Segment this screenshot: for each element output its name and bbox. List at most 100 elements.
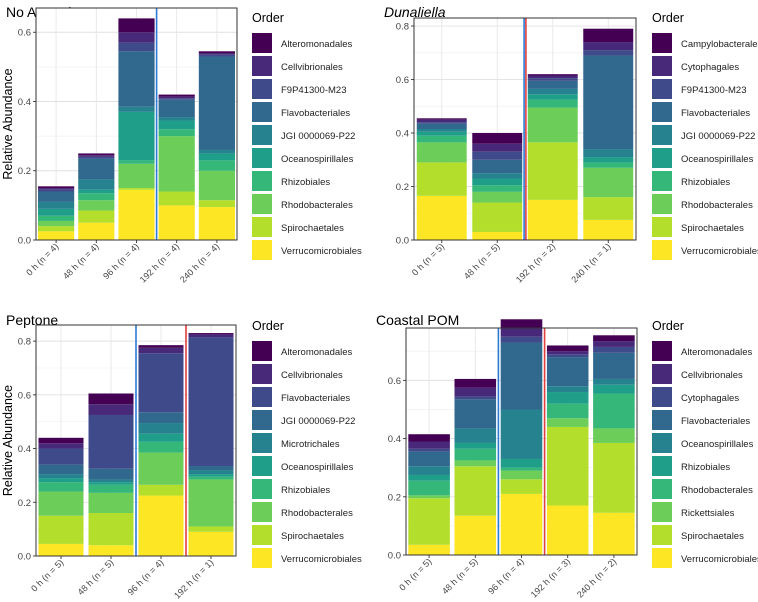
legend-label: Rhizobiales <box>681 177 730 188</box>
legend-title: Order <box>252 319 284 333</box>
bar-segment-f9p41300-m23 <box>118 42 155 52</box>
x-tick-label: 192 h (n = 3) <box>529 556 572 599</box>
legend-label: Spirochaetales <box>681 223 744 234</box>
bar-segment-verrucomicrobiales <box>408 544 450 555</box>
legend-label: Cellvibrionales <box>281 370 343 381</box>
bar-segment-jgi-0000069-p22 <box>472 173 523 179</box>
bar-segment-jgi-0000069-p22 <box>198 149 235 154</box>
bar-segment-flavobacteriales <box>593 352 635 379</box>
legend-swatch <box>252 341 272 361</box>
bar-segment-rhizobiales <box>454 442 497 449</box>
bar-segment-rickettsiales <box>500 470 543 480</box>
bar-segment-cellvibrionales <box>118 32 155 43</box>
y-tick-label: 0.8 <box>18 337 31 348</box>
bar-segment-cytophagales <box>472 143 523 152</box>
legend-label: Microtrichales <box>281 439 340 450</box>
legend-swatch <box>652 548 672 568</box>
bar-segment-microtrichales <box>188 470 234 475</box>
bar-segment-rhodobacterales <box>546 403 589 419</box>
bar-segment-rhizobiales <box>158 129 195 137</box>
legend-label: Alteromonadales <box>281 347 353 358</box>
plot-border <box>413 17 637 241</box>
bar-segment-rhodobacterales <box>88 492 134 514</box>
bar-segment-cellvibrionales <box>198 53 235 55</box>
bar-segment-flavobacteriales <box>583 55 634 150</box>
bar-segment-spirochaetales <box>138 484 184 496</box>
bar-segment-rhodobacterales <box>454 448 497 461</box>
bar-segment-cellvibrionales <box>38 188 75 190</box>
legend-label: Verrucomicrobiales <box>281 554 362 565</box>
legend-swatch <box>252 502 272 522</box>
legend: Order Alteromonadales Cellvibrionales Flavo… <box>252 319 362 568</box>
bar-segment-alteromonadales <box>88 393 134 405</box>
bar-segment-f9p41300-m23 <box>78 156 115 159</box>
legend-label: Alteromonadales <box>281 39 353 50</box>
bar-segment-rhizobiales <box>38 215 75 221</box>
bar-segment-verrucomicrobiales <box>188 531 234 556</box>
bar-segment-jgi-0000069-p22 <box>118 106 155 112</box>
legend-label: Verrucomicrobiales <box>681 246 758 257</box>
bar-segment-cytophagales <box>454 396 497 400</box>
bar-segment-flavobacteriales <box>408 451 450 467</box>
bar-segment-flavobacteriales <box>158 99 195 118</box>
panel-coastal-pom: Coastal POM 0.0 0.2 0.4 0.6 0 h (n = 5) 48 h (… <box>376 312 758 600</box>
bar-segment-cellvibrionales <box>158 96 195 99</box>
bar-segment-rhodobacterales <box>118 163 155 189</box>
x-tick-label: 48 h (n = 5) <box>440 556 480 596</box>
legend-label: Flavobacteriales <box>281 393 350 404</box>
legend-label: Rhodobacterales <box>281 508 353 519</box>
legend-label: F9P41300-M23 <box>281 85 346 96</box>
legend-title: Order <box>652 11 684 25</box>
bar-segment-spirochaetales <box>118 188 155 190</box>
legend-swatch <box>252 548 272 568</box>
legend-label: Cytophagales <box>681 393 739 404</box>
bar-segment-rhizobiales <box>198 160 235 171</box>
bar-segment-spirochaetales <box>593 442 635 513</box>
bar-segment-alteromonadales <box>408 434 450 442</box>
bar-segment-verrucomicrobiales <box>583 219 634 240</box>
y-tick-label: 0.4 <box>18 444 31 455</box>
bar-segment-microtrichales <box>88 479 134 483</box>
bar-segment-flavobacteriales <box>416 123 467 129</box>
bar-segment-spirochaetales <box>500 479 543 494</box>
legend-label: Cellvibrionales <box>281 62 343 73</box>
bar-segment-verrucomicrobiales <box>416 195 467 240</box>
bar-segment-jgi-0000069-p22 <box>158 117 195 121</box>
bar-segment-alteromonadales <box>118 18 155 33</box>
bar-segment-flavobacteriales <box>500 342 543 410</box>
bar-segment-flavobacteriales <box>88 414 134 469</box>
bar-segment-verrucomicrobiales <box>198 207 235 240</box>
bar-segment-rhodobacterales <box>78 200 115 211</box>
bar-segment-oceanospirillales <box>138 433 184 442</box>
legend-swatch <box>252 217 272 237</box>
bar-segment-rhodobacterales <box>408 480 450 496</box>
x-tick-label: 96 h (n = 4) <box>486 556 526 596</box>
legend-swatch <box>252 433 272 453</box>
bar-segment-jgi-0000069-p22 <box>88 468 134 480</box>
bar-segment-alteromonadales <box>546 345 589 352</box>
bar-segment-spirochaetales <box>583 197 634 220</box>
bar-segment-cytophagales <box>546 354 589 358</box>
bar-segment-oceanospirillales <box>454 428 497 443</box>
panel-no-amendment: No Amendment0.00.20.40.60 h (n = 4)48 h … <box>1 4 362 285</box>
bar-segment-alteromonadales <box>593 335 635 342</box>
bar-segment-flavobacteriales <box>454 399 497 429</box>
y-tick-label: 0.4 <box>388 434 401 445</box>
bar-segment-spirochaetales <box>408 498 450 545</box>
bar-segment-rhodobacterales <box>416 142 467 163</box>
panel-dunaliella: Dunaliella 0.0 0.2 0.4 0.6 0.8 0 h (n = 5) 48 h… <box>384 4 758 285</box>
bar-segment-verrucomicrobiales <box>38 543 84 556</box>
legend-swatch <box>652 479 672 499</box>
y-tick-label: 0.0 <box>396 236 409 247</box>
bar-segment-rickettsiales <box>408 495 450 499</box>
legend-label: Spirochaetales <box>281 223 344 234</box>
legend-title: Order <box>652 319 684 333</box>
bar-segment-flavobacteriales <box>527 80 578 89</box>
bar-segment-rhodobacterales <box>198 170 235 201</box>
legend-swatch <box>252 479 272 499</box>
legend: Order Campylobacterales Cytophagales F9P413… <box>652 11 758 260</box>
bar-segment-rickettsiales <box>454 460 497 467</box>
bar-segment-cytophagales <box>416 119 467 123</box>
x-tick-label: 48 h (n = 4) <box>61 241 101 281</box>
